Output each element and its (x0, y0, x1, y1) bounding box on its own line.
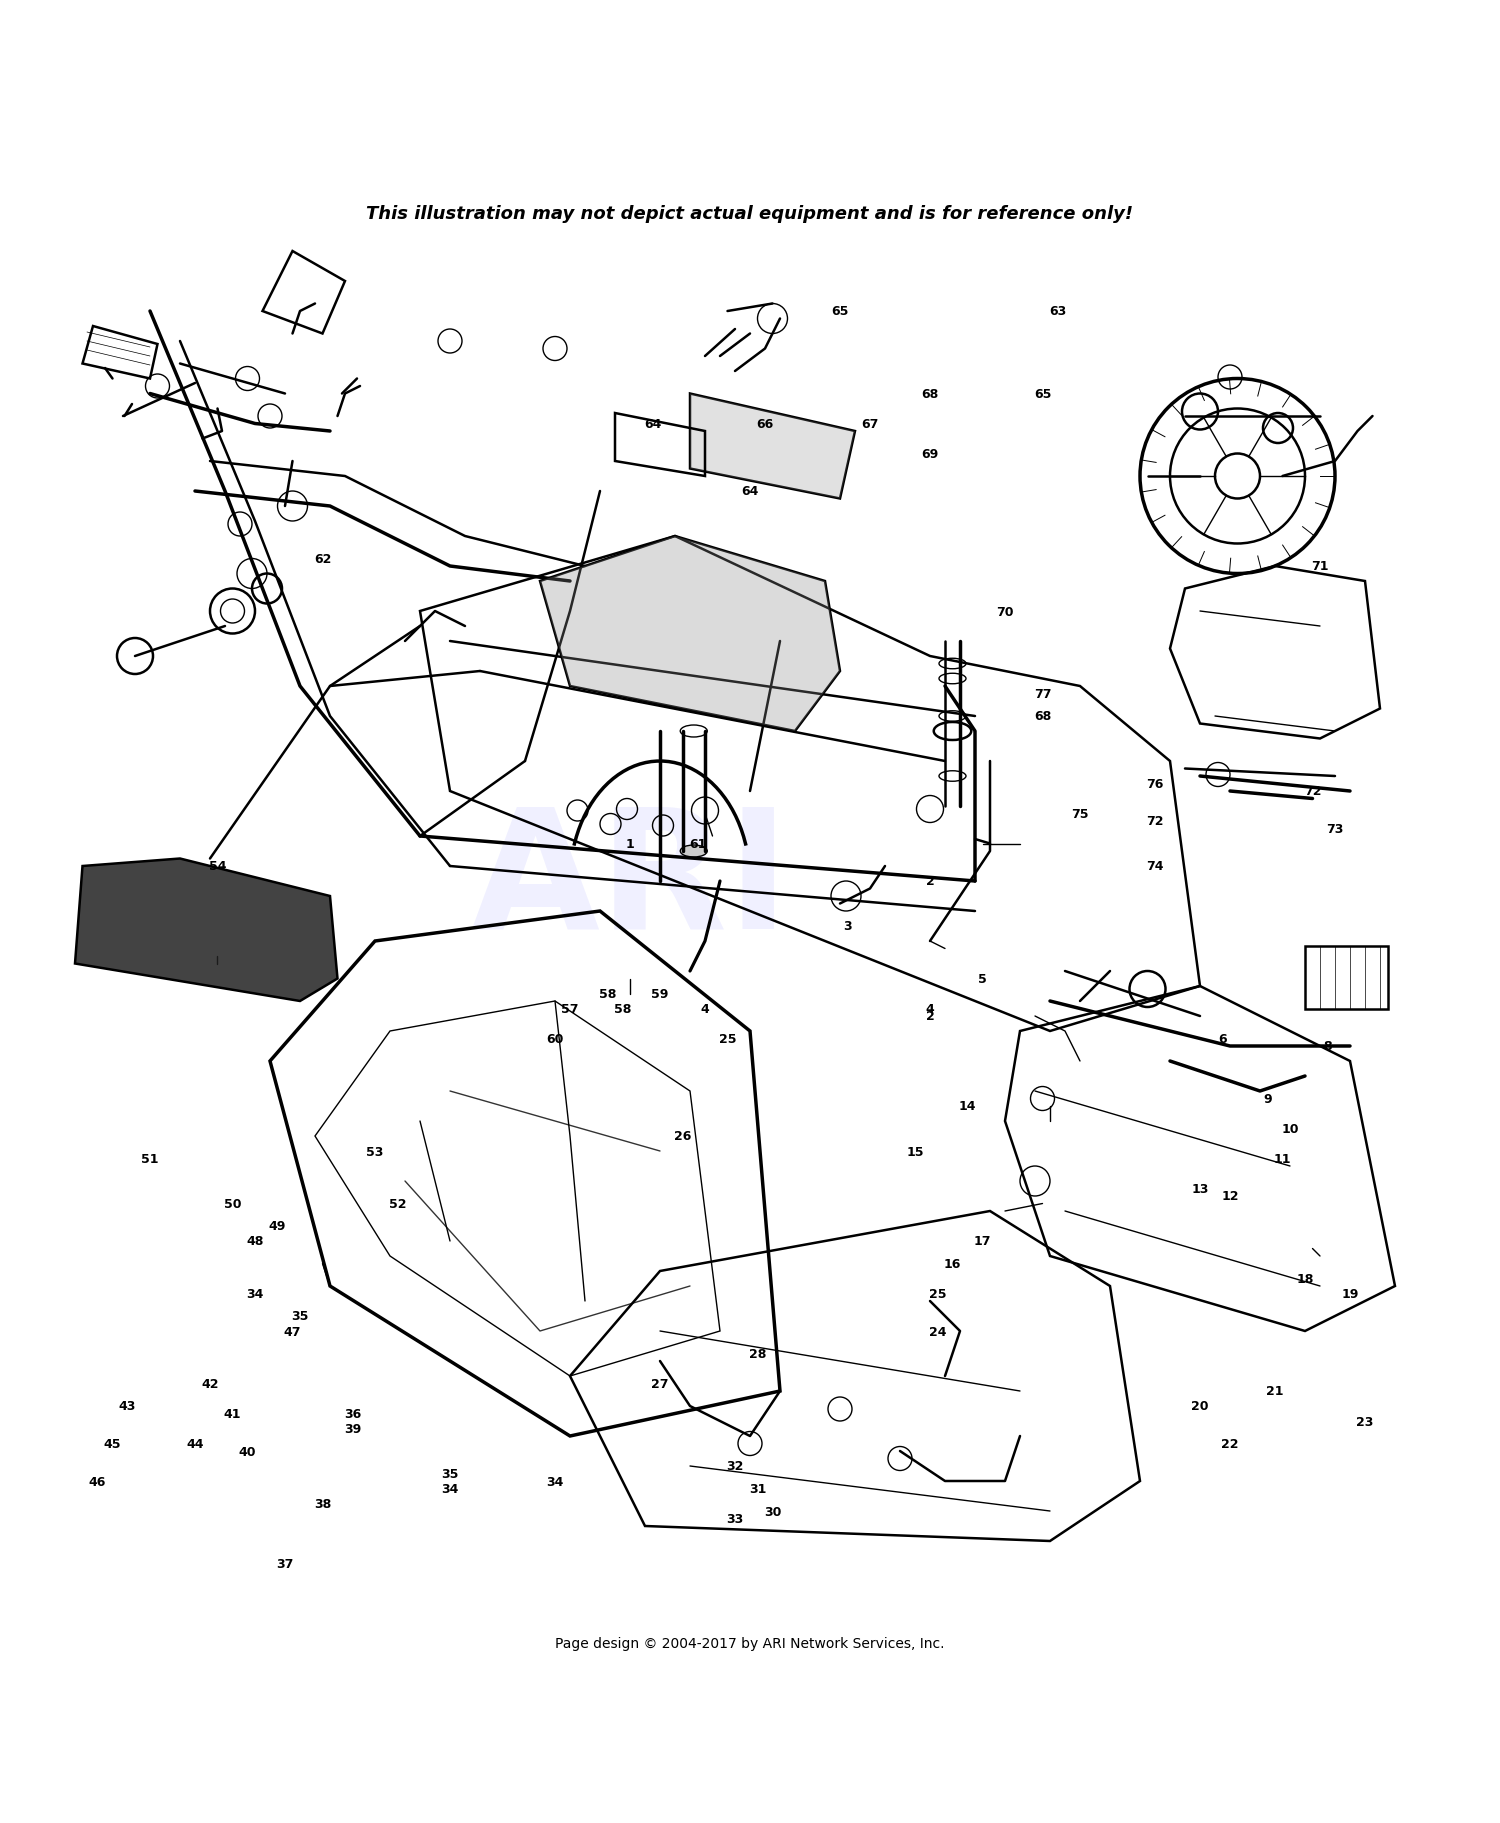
Text: 38: 38 (314, 1497, 332, 1509)
Text: 50: 50 (224, 1198, 242, 1210)
Text: 57: 57 (561, 1003, 579, 1015)
Text: 77: 77 (1034, 687, 1052, 700)
Text: 63: 63 (1048, 304, 1066, 319)
Text: 8: 8 (1323, 1039, 1332, 1054)
Text: 1: 1 (626, 837, 634, 851)
Text: 48: 48 (246, 1234, 264, 1247)
Text: 22: 22 (1221, 1437, 1239, 1451)
Text: 68: 68 (1034, 711, 1052, 724)
Polygon shape (540, 536, 840, 731)
Text: 13: 13 (1191, 1183, 1209, 1196)
Text: 65: 65 (831, 304, 849, 319)
Text: 54: 54 (209, 860, 226, 873)
Text: 31: 31 (748, 1482, 766, 1495)
Text: 32: 32 (726, 1460, 744, 1473)
Text: 35: 35 (441, 1468, 459, 1480)
Polygon shape (75, 859, 338, 1001)
Text: 64: 64 (644, 417, 662, 430)
Text: 64: 64 (741, 485, 759, 498)
Text: 35: 35 (291, 1309, 309, 1323)
Text: 65: 65 (1034, 388, 1052, 401)
Text: 30: 30 (764, 1504, 782, 1519)
Text: 59: 59 (651, 988, 669, 1001)
Text: 23: 23 (1356, 1415, 1374, 1427)
Text: 62: 62 (314, 552, 332, 565)
Text: 51: 51 (141, 1152, 159, 1165)
Text: 76: 76 (1146, 778, 1164, 791)
Text: 52: 52 (388, 1198, 406, 1210)
Text: 49: 49 (268, 1220, 286, 1232)
Text: 43: 43 (118, 1400, 136, 1413)
Text: 21: 21 (1266, 1385, 1284, 1398)
Text: 14: 14 (958, 1099, 976, 1112)
Text: 72: 72 (1146, 815, 1164, 828)
Text: 19: 19 (1341, 1287, 1359, 1300)
Text: 17: 17 (974, 1234, 992, 1247)
Text: 24: 24 (928, 1325, 946, 1338)
Text: 73: 73 (1326, 822, 1344, 835)
Text: 3: 3 (843, 921, 852, 933)
Text: 66: 66 (756, 417, 774, 430)
Text: 2: 2 (926, 875, 934, 888)
Text: 34: 34 (546, 1475, 564, 1488)
Text: 60: 60 (546, 1032, 564, 1045)
Text: 25: 25 (718, 1032, 736, 1045)
Text: 16: 16 (944, 1258, 962, 1271)
Text: 10: 10 (1281, 1123, 1299, 1136)
Text: 18: 18 (1296, 1272, 1314, 1285)
Text: 68: 68 (921, 388, 939, 401)
Text: 72: 72 (1304, 786, 1322, 798)
Text: 27: 27 (651, 1376, 669, 1391)
Text: 12: 12 (1221, 1190, 1239, 1203)
Text: 9: 9 (1263, 1092, 1272, 1105)
Text: 4: 4 (926, 1003, 934, 1015)
Text: 5: 5 (978, 972, 987, 986)
Text: 53: 53 (366, 1145, 384, 1158)
Text: 6: 6 (1218, 1032, 1227, 1045)
Text: 28: 28 (748, 1347, 766, 1360)
Text: 15: 15 (906, 1145, 924, 1158)
Text: 47: 47 (284, 1325, 302, 1338)
Text: 25: 25 (928, 1287, 946, 1300)
Text: 4: 4 (700, 1003, 709, 1015)
Text: 11: 11 (1274, 1152, 1292, 1165)
Text: 58: 58 (598, 988, 616, 1001)
Text: 69: 69 (921, 448, 939, 461)
Text: 39: 39 (344, 1422, 362, 1435)
Text: 75: 75 (1071, 808, 1089, 820)
FancyBboxPatch shape (1305, 946, 1388, 1008)
Text: 61: 61 (688, 837, 706, 851)
Text: 42: 42 (201, 1376, 219, 1391)
Text: 40: 40 (238, 1444, 256, 1458)
Text: 74: 74 (1146, 860, 1164, 873)
Text: 44: 44 (186, 1437, 204, 1451)
Text: 58: 58 (614, 1003, 632, 1015)
Text: This illustration may not depict actual equipment and is for reference only!: This illustration may not depict actual … (366, 206, 1134, 224)
Text: 33: 33 (726, 1511, 744, 1526)
Text: 70: 70 (996, 605, 1014, 618)
Text: 41: 41 (224, 1407, 242, 1420)
Text: 71: 71 (1311, 560, 1329, 572)
Text: 26: 26 (674, 1130, 692, 1143)
Polygon shape (690, 394, 855, 500)
Text: 2: 2 (926, 1010, 934, 1023)
Text: 34: 34 (441, 1482, 459, 1495)
Text: 20: 20 (1191, 1400, 1209, 1413)
Text: 46: 46 (88, 1475, 106, 1488)
Text: 67: 67 (861, 417, 879, 430)
Text: Page design © 2004-2017 by ARI Network Services, Inc.: Page design © 2004-2017 by ARI Network S… (555, 1635, 945, 1650)
Text: 34: 34 (246, 1287, 264, 1300)
Text: 37: 37 (276, 1557, 294, 1570)
Text: ARI: ARI (471, 800, 789, 963)
Ellipse shape (680, 846, 708, 857)
Text: 45: 45 (104, 1437, 122, 1451)
Text: 36: 36 (344, 1407, 362, 1420)
